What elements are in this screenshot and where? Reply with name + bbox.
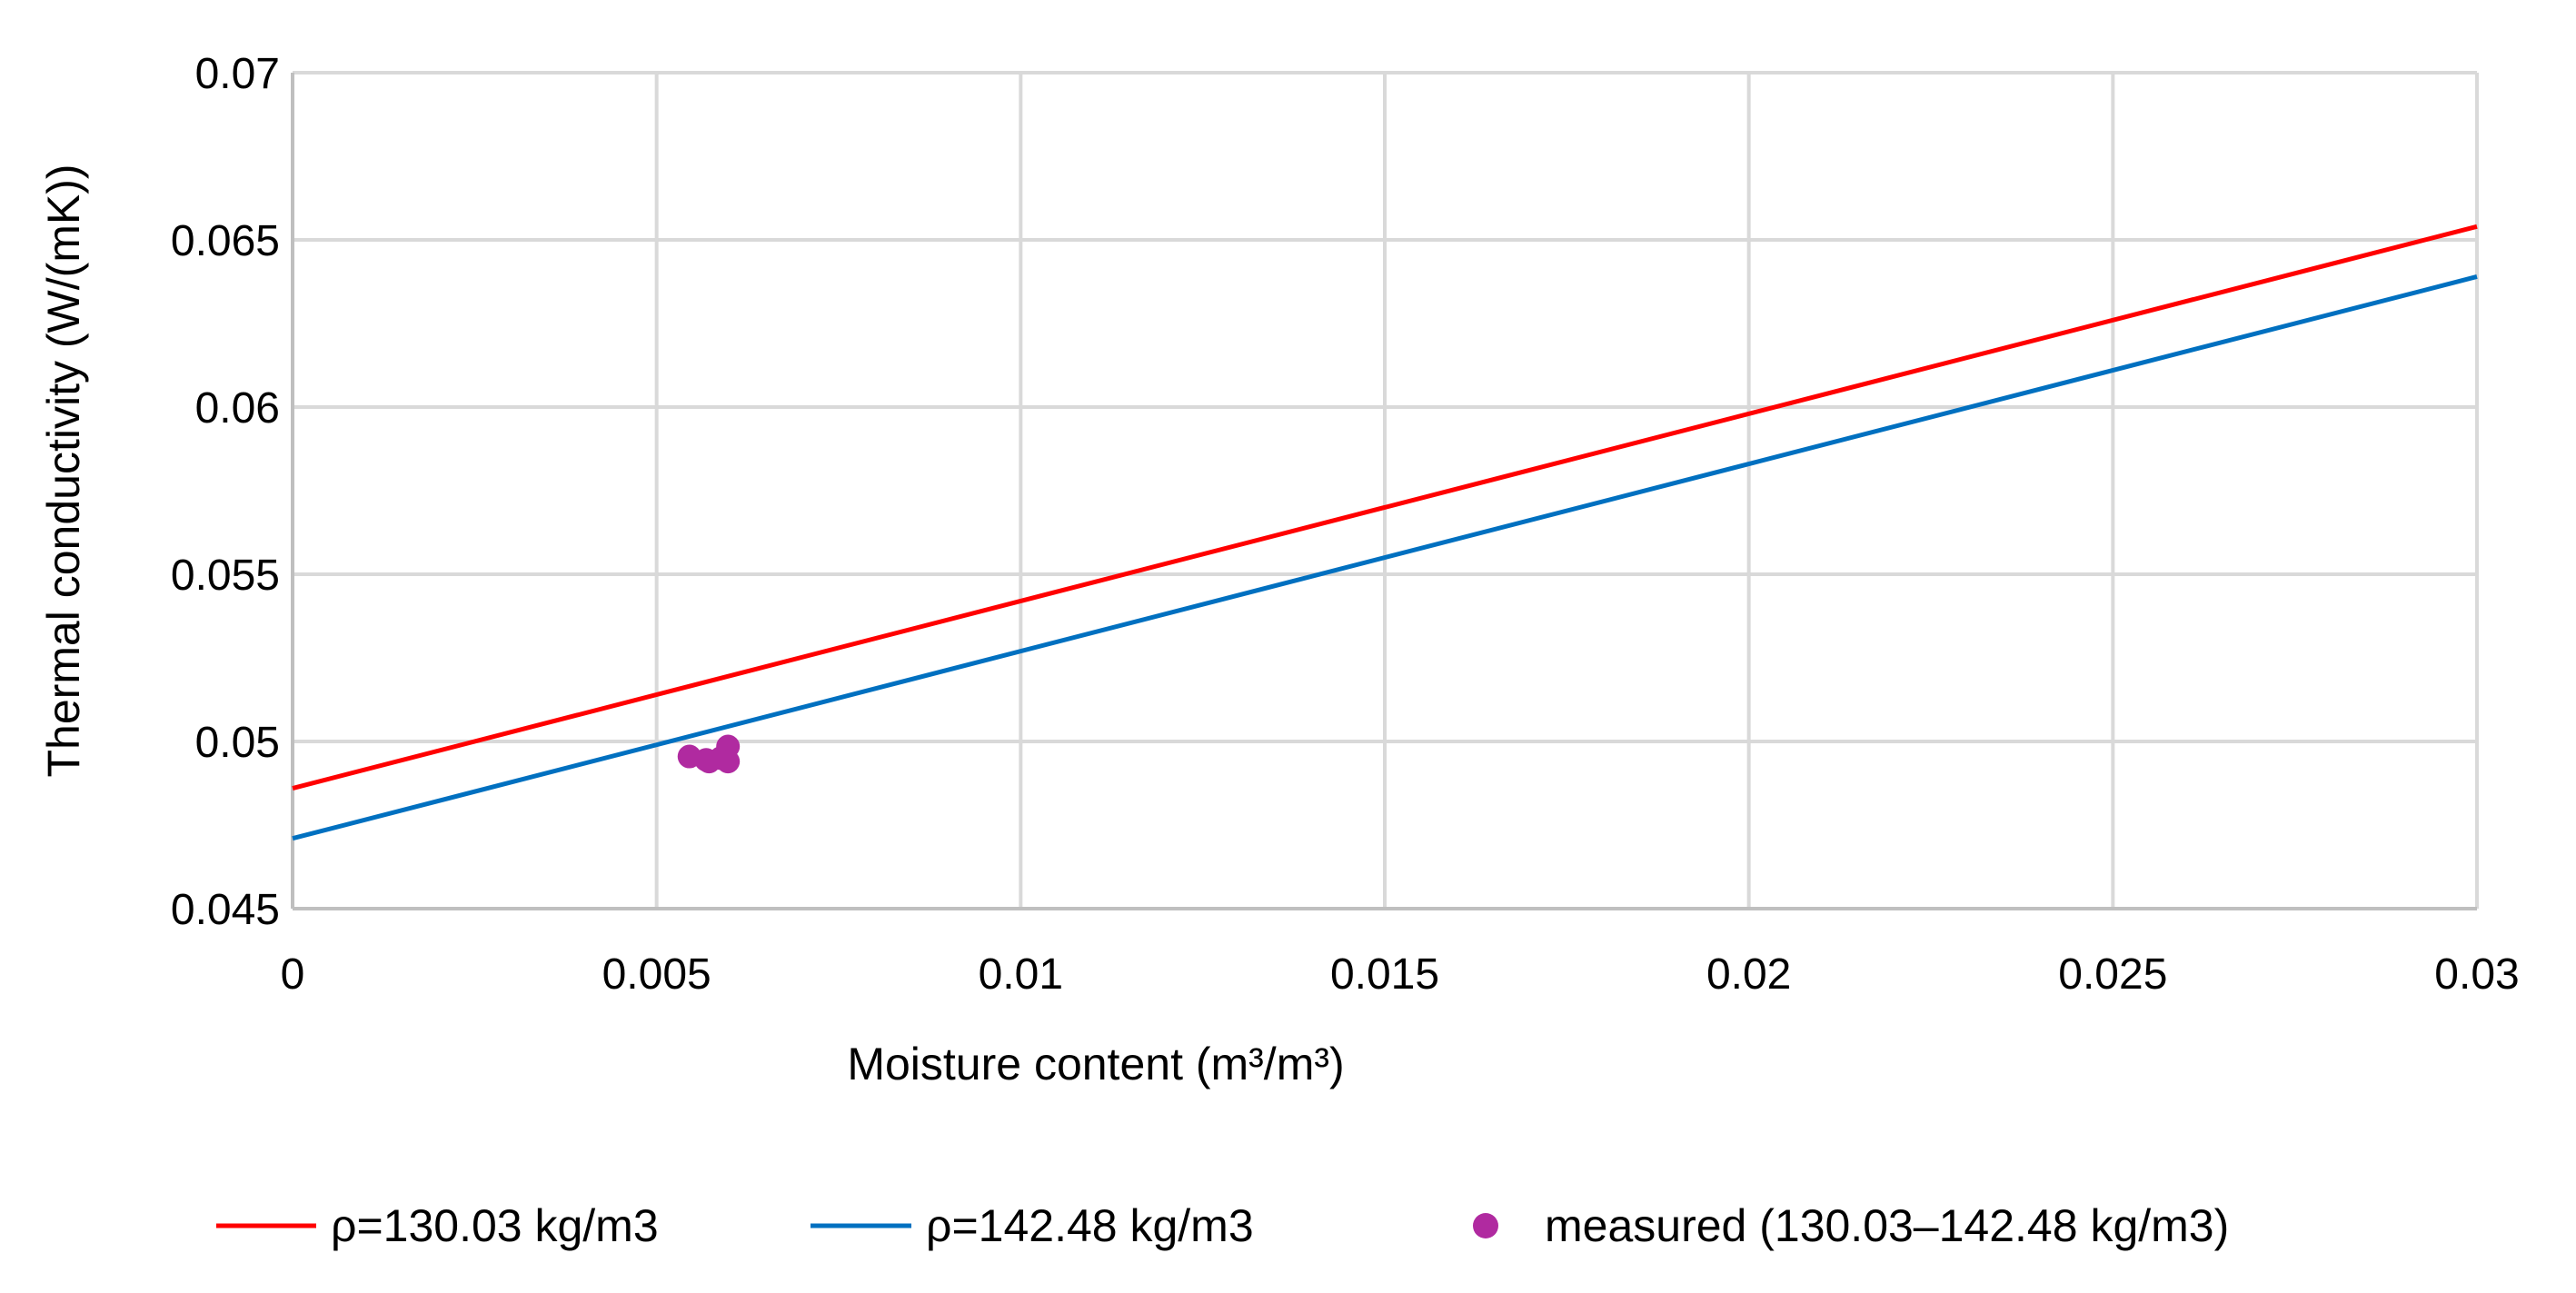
series-1-line bbox=[292, 224, 2478, 791]
x-tick-label: 0.03 bbox=[2434, 950, 2519, 999]
legend-label-series-2: ρ=142.48 kg/m3 bbox=[926, 1200, 1254, 1251]
legend-label-series-3: measured (130.03–142.48 kg/m3) bbox=[1545, 1200, 2229, 1251]
y-tick-label: 0.065 bbox=[171, 217, 280, 265]
legend: ρ=130.03 kg/m3 ρ=142.48 kg/m3 measured (… bbox=[216, 1200, 2229, 1251]
grid bbox=[291, 71, 2479, 910]
legend-marker-series-3 bbox=[1473, 1213, 1498, 1238]
x-tick-label: 0.005 bbox=[602, 950, 711, 999]
y-tick-label: 0.06 bbox=[195, 384, 280, 433]
series-2-line bbox=[292, 274, 2478, 841]
y-tick-label: 0.045 bbox=[171, 886, 280, 934]
plot-area bbox=[292, 224, 2478, 841]
x-tick-label: 0.025 bbox=[2058, 950, 2167, 999]
y-tick-label: 0.055 bbox=[171, 552, 280, 600]
x-axis-title: Moisture content (m³/m³) bbox=[847, 1039, 1344, 1089]
x-tick-label: 0.02 bbox=[1706, 950, 1791, 999]
x-tick-label: 0 bbox=[281, 950, 305, 999]
x-tick-label: 0.01 bbox=[979, 950, 1063, 999]
measured-point bbox=[716, 750, 741, 774]
legend-label-series-1: ρ=130.03 kg/m3 bbox=[331, 1200, 659, 1251]
x-tick-label: 0.015 bbox=[1330, 950, 1439, 999]
y-tick-label: 0.07 bbox=[195, 50, 280, 98]
y-axis-title: Thermal conductivity (W/(mK)) bbox=[38, 164, 89, 777]
y-tick-label: 0.05 bbox=[195, 719, 280, 767]
tick-labels: 0.045 0.05 0.055 0.06 0.065 0.07 0 0.005 0.01 0.0… bbox=[171, 50, 2520, 999]
